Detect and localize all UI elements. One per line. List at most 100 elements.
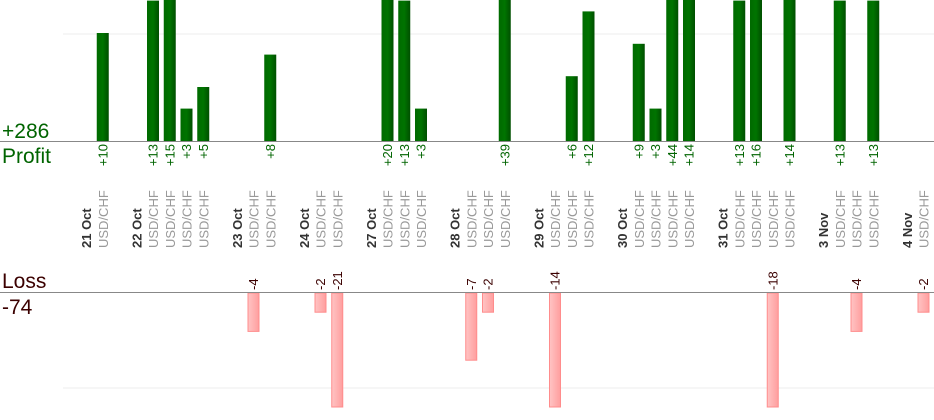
loss-total: -74 (2, 296, 33, 319)
loss-value-label: -14 (548, 271, 563, 290)
loss-value-label: -7 (464, 278, 479, 290)
pair-label: USD/CHF (548, 190, 563, 248)
pair-label: USD/CHF (481, 190, 496, 248)
profit-value-label: +13 (866, 144, 881, 166)
loss-value-label: -2 (313, 278, 328, 290)
profit-bar (683, 0, 695, 141)
profit-bar (147, 0, 159, 141)
loss-value-label: -2 (916, 278, 931, 290)
loss-value-label: -2 (481, 278, 496, 290)
profit-bar (582, 11, 595, 142)
profit-bar (180, 108, 193, 141)
pair-label: USD/CHF (414, 190, 429, 248)
date-label: 30 Oct (615, 208, 630, 248)
profit-bar (96, 33, 109, 141)
profit-value-label: +12 (581, 144, 596, 166)
profit-value-label: +14 (682, 144, 697, 166)
pair-label: USD/CHF (565, 190, 580, 248)
profit-bar (163, 0, 176, 141)
date-label: 28 Oct (448, 208, 463, 248)
pair-label: USD/CHF (330, 190, 345, 248)
loss-value-label: -4 (849, 278, 864, 290)
pair-label: USD/CHF (632, 190, 647, 248)
loss-label: Loss (2, 270, 46, 293)
profit-bar (867, 0, 880, 141)
profit-value-label: +10 (95, 144, 110, 166)
pair-label: USD/CHF (464, 190, 479, 248)
loss-value-label: -18 (765, 271, 780, 290)
pair-label: USD/CHF (682, 190, 697, 248)
pair-label: USD/CHF (163, 190, 178, 248)
profit-bar (415, 108, 427, 141)
pair-label: USD/CHF (665, 190, 680, 248)
profit-value-label: +8 (263, 144, 278, 159)
profit-bar (381, 0, 394, 141)
profit-bar (565, 76, 578, 141)
profit-value-label: +3 (414, 144, 429, 159)
profit-bar (750, 0, 762, 141)
profit-value-label: +3 (648, 144, 663, 159)
pair-label: USD/CHF (314, 190, 329, 248)
loss-bar (917, 292, 930, 313)
date-label: 4 Nov (900, 212, 915, 248)
pair-label: USD/CHF (866, 190, 881, 248)
date-label: 21 Oct (79, 208, 94, 248)
pair-label: USD/CHF (397, 190, 412, 248)
date-label: 31 Oct (716, 208, 731, 248)
pair-label: USD/CHF (196, 190, 211, 248)
pair-label: USD/CHF (582, 190, 597, 248)
pair-label: USD/CHF (783, 190, 798, 248)
loss-bar (331, 292, 344, 408)
loss-bar (465, 292, 478, 361)
pair-label: USD/CHF (833, 190, 848, 248)
profit-bar (398, 0, 411, 141)
profit-bar (498, 0, 511, 141)
profit-value-label: +14 (782, 144, 797, 166)
pair-label: USD/CHF (180, 190, 195, 248)
date-label: 3 Nov (816, 212, 831, 248)
profit-value-label: +44 (665, 144, 680, 166)
profit-value-label: +5 (196, 144, 211, 159)
date-label: 29 Oct (531, 208, 546, 248)
pair-label: USD/CHF (146, 190, 161, 248)
date-label: 22 Oct (129, 208, 144, 248)
profit-bar (666, 0, 679, 141)
profit-value-label: +39 (497, 144, 512, 166)
profit-value-label: +13 (832, 144, 847, 166)
profit-value-label: +6 (564, 144, 579, 159)
date-label: 27 Oct (364, 208, 379, 248)
loss-bar (850, 292, 863, 332)
pair-label: USD/CHF (247, 190, 262, 248)
profit-value-label: +13 (146, 144, 161, 166)
pair-label: USD/CHF (96, 190, 111, 248)
loss-value-label: -4 (246, 278, 261, 290)
profit-bar (649, 108, 662, 141)
profit-bar (197, 87, 210, 141)
date-label: 23 Oct (230, 208, 245, 248)
pair-label: USD/CHF (649, 190, 664, 248)
pair-label: USD/CHF (749, 190, 764, 248)
loss-bar (549, 292, 561, 408)
pair-label: USD/CHF (917, 190, 932, 248)
profit-bar (783, 0, 796, 141)
profit-label: Profit (2, 145, 51, 168)
profit-bar (632, 43, 645, 141)
pair-label: USD/CHF (766, 190, 781, 248)
profit-value-label: +9 (631, 144, 646, 159)
profit-bar (264, 54, 277, 141)
profit-bar (733, 0, 746, 141)
loss-bar (482, 292, 494, 313)
profit-value-label: +3 (179, 144, 194, 159)
profit-value-label: +16 (749, 144, 764, 166)
profit-bar (833, 0, 846, 141)
profit-value-label: +13 (732, 144, 747, 166)
loss-bar (247, 292, 260, 332)
profit-value-label: +20 (380, 144, 395, 166)
loss-bar (766, 292, 779, 408)
pair-label: USD/CHF (498, 190, 513, 248)
pair-label: USD/CHF (381, 190, 396, 248)
loss-bar (314, 292, 327, 313)
pair-label: USD/CHF (732, 190, 747, 248)
date-label: 24 Oct (297, 208, 312, 248)
